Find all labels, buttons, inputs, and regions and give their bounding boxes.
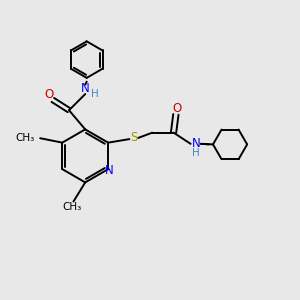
Text: N: N [191, 137, 200, 150]
Text: CH₃: CH₃ [16, 133, 35, 143]
Text: H: H [192, 148, 200, 158]
Text: O: O [45, 88, 54, 101]
Text: CH₃: CH₃ [62, 202, 82, 212]
Text: S: S [131, 131, 138, 144]
Text: N: N [104, 164, 113, 177]
Text: H: H [91, 89, 98, 99]
Text: O: O [173, 102, 182, 115]
Text: N: N [81, 82, 90, 95]
